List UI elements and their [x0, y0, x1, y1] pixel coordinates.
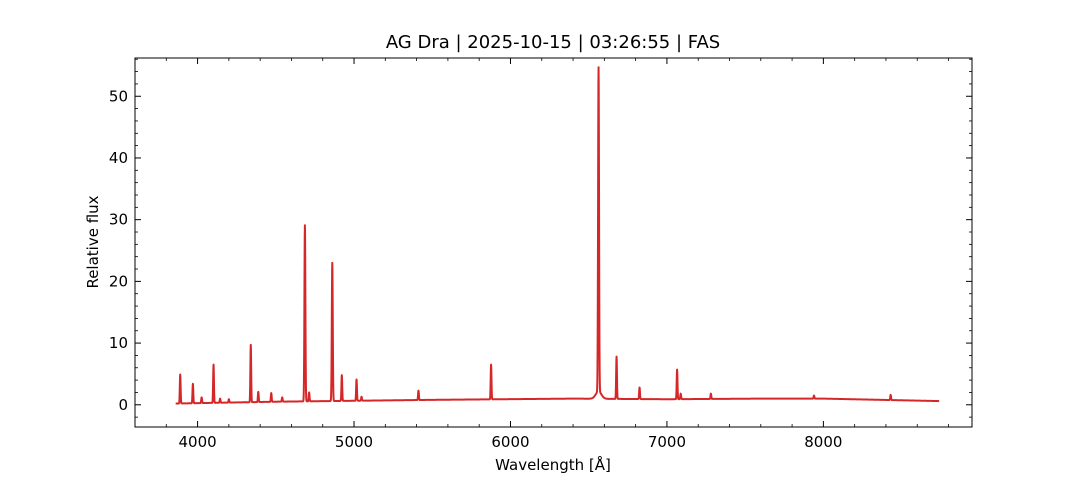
spectrum-line — [174, 66, 940, 405]
axis-tick-labels: 4000 5000 6000 7000 8000 0 10 20 30 40 50 — [109, 87, 843, 451]
plot-frame — [134, 57, 973, 428]
y-tick-label: 30 — [109, 211, 128, 229]
y-tick-label: 0 — [118, 396, 128, 414]
series-group — [174, 66, 940, 405]
x-tick-label: 5000 — [335, 433, 373, 451]
x-tick-label: 8000 — [804, 433, 842, 451]
chart-title: AG Dra | 2025-10-15 | 03:26:55 | FAS — [386, 32, 720, 53]
y-tick-label: 50 — [109, 87, 128, 105]
x-tick-label: 7000 — [648, 433, 686, 451]
x-tick-label: 4000 — [178, 433, 216, 451]
y-tick-label: 40 — [109, 149, 128, 167]
x-tick-label: 6000 — [491, 433, 529, 451]
x-axis-label: Wavelength [Å] — [495, 455, 611, 474]
y-axis-label: Relative flux — [84, 195, 102, 288]
y-tick-label: 20 — [109, 272, 128, 290]
y-tick-label: 10 — [109, 334, 128, 352]
